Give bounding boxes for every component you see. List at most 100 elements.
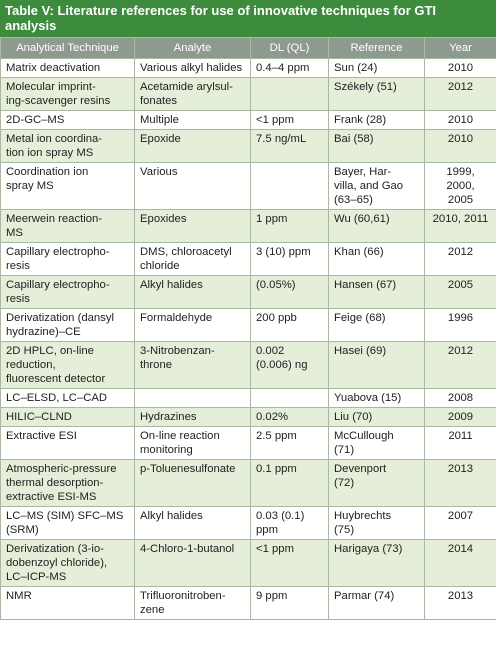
table-cell: Various bbox=[134, 162, 251, 210]
table-cell: Székely (51) bbox=[328, 77, 425, 111]
table-row: Atmospheric-pressure thermal desorption-… bbox=[0, 459, 496, 507]
table-cell: Hansen (67) bbox=[328, 275, 425, 309]
table-cell: 1 ppm bbox=[250, 209, 329, 243]
table-row: Matrix deactivation Various alkyl halides… bbox=[0, 58, 496, 78]
table-cell: Trifluoronitroben- zene bbox=[134, 586, 251, 620]
table-cell: 7.5 ng/mL bbox=[250, 129, 329, 163]
table-cell: Alkyl halides bbox=[134, 506, 251, 540]
table-cell: 2012 bbox=[424, 341, 496, 389]
table-cell: 2.5 ppm bbox=[250, 426, 329, 460]
table-row: Metal ion coordina- tion ion spray MS Epo… bbox=[0, 129, 496, 163]
table-cell bbox=[250, 388, 329, 408]
table-cell: Frank (28) bbox=[328, 110, 425, 130]
table-cell: Parmar (74) bbox=[328, 586, 425, 620]
table-cell: LC–ELSD, LC–CAD bbox=[0, 388, 135, 408]
table-cell: Bayer, Har- villa, and Gao (63–65) bbox=[328, 162, 425, 210]
table-row: Coordination ion spray MS Various Bayer, H… bbox=[0, 162, 496, 210]
table-cell: 0.002 (0.006) ng bbox=[250, 341, 329, 389]
table-cell: Derivatization (dansyl hydrazine)–CE bbox=[0, 308, 135, 342]
table-cell: 0.1 ppm bbox=[250, 459, 329, 507]
table-row: LC–MS (SIM) SFC–MS (SRM) Alkyl halides 0.0… bbox=[0, 506, 496, 540]
table-cell: Sun (24) bbox=[328, 58, 425, 78]
table-row: Extractive ESI On-line reaction monitorin… bbox=[0, 426, 496, 460]
table-cell: 2009 bbox=[424, 407, 496, 427]
table-row: NMR Trifluoronitroben- zene 9 ppm Parmar (7… bbox=[0, 586, 496, 620]
table-cell bbox=[250, 162, 329, 210]
table-cell: Matrix deactivation bbox=[0, 58, 135, 78]
table-cell: Acetamide arylsul- fonates bbox=[134, 77, 251, 111]
table-cell: LC–MS (SIM) SFC–MS (SRM) bbox=[0, 506, 135, 540]
table-cell: 2D HPLC, on-line reduction, fluorescent … bbox=[0, 341, 135, 389]
table-cell: Harigaya (73) bbox=[328, 539, 425, 587]
table-cell: Derivatization (3-io- dobenzoyl chloride… bbox=[0, 539, 135, 587]
table-row: 2D-GC–MS Multiple <1 ppm Frank (28) 2010 bbox=[0, 110, 496, 130]
table-cell: Various alkyl halides bbox=[134, 58, 251, 78]
table-cell: <1 ppm bbox=[250, 539, 329, 587]
table-row: Molecular imprint- ing-scavenger resins A… bbox=[0, 77, 496, 111]
table-cell: Atmospheric-pressure thermal desorption-… bbox=[0, 459, 135, 507]
table-cell: 2012 bbox=[424, 242, 496, 276]
table-cell: 2014 bbox=[424, 539, 496, 587]
table-cell: 200 ppb bbox=[250, 308, 329, 342]
table-cell: 2013 bbox=[424, 586, 496, 620]
table-row: Capillary electropho- resis Alkyl halides… bbox=[0, 275, 496, 309]
table-cell: 1996 bbox=[424, 308, 496, 342]
table-cell: HILIC–CLND bbox=[0, 407, 135, 427]
column-header: Year bbox=[424, 37, 496, 59]
table: Analytical Technique Analyte DL (QL) Refere… bbox=[0, 37, 496, 620]
table-cell: Coordination ion spray MS bbox=[0, 162, 135, 210]
table-cell: Bai (58) bbox=[328, 129, 425, 163]
table-cell: Metal ion coordina- tion ion spray MS bbox=[0, 129, 135, 163]
table-cell: Wu (60,61) bbox=[328, 209, 425, 243]
column-header: Analyte bbox=[134, 37, 251, 59]
table-cell: On-line reaction monitoring bbox=[134, 426, 251, 460]
table-cell: Meerwein reaction- MS bbox=[0, 209, 135, 243]
table-cell: Multiple bbox=[134, 110, 251, 130]
table-cell: 0.02% bbox=[250, 407, 329, 427]
table-cell: <1 ppm bbox=[250, 110, 329, 130]
table-cell: Hydrazines bbox=[134, 407, 251, 427]
table-cell bbox=[250, 77, 329, 111]
column-header: Analytical Technique bbox=[0, 37, 135, 59]
table-row: 2D HPLC, on-line reduction, fluorescent … bbox=[0, 341, 496, 389]
table-cell: 0.4–4 ppm bbox=[250, 58, 329, 78]
table-title: Table V: Literature references for use o… bbox=[0, 0, 496, 37]
table-cell: p-Toluenesulfonate bbox=[134, 459, 251, 507]
table-cell: Huybrechts (75) bbox=[328, 506, 425, 540]
column-header: DL (QL) bbox=[250, 37, 329, 59]
table-row: LC–ELSD, LC–CAD Yuabova (15) 2008 bbox=[0, 388, 496, 408]
table-cell: 2012 bbox=[424, 77, 496, 111]
table-cell: Capillary electropho- resis bbox=[0, 242, 135, 276]
table-cell: 2010 bbox=[424, 58, 496, 78]
table-cell: 2010 bbox=[424, 110, 496, 130]
table-cell: 4-Chloro-1-butanol bbox=[134, 539, 251, 587]
table-row: Capillary electropho- resis DMS, chloroac… bbox=[0, 242, 496, 276]
table-cell: Epoxides bbox=[134, 209, 251, 243]
table-cell: NMR bbox=[0, 586, 135, 620]
table-cell: (0.05%) bbox=[250, 275, 329, 309]
table-cell: 2010, 2011 bbox=[424, 209, 496, 243]
table-cell: Epoxide bbox=[134, 129, 251, 163]
table-cell: 2005 bbox=[424, 275, 496, 309]
table-cell: 2D-GC–MS bbox=[0, 110, 135, 130]
header-row: Analytical Technique Analyte DL (QL) Refere… bbox=[0, 37, 496, 59]
table-row: Derivatization (dansyl hydrazine)–CE Form… bbox=[0, 308, 496, 342]
table-cell: DMS, chloroacetyl chloride bbox=[134, 242, 251, 276]
table-cell: 2011 bbox=[424, 426, 496, 460]
column-header: Reference bbox=[328, 37, 425, 59]
table-cell: Feige (68) bbox=[328, 308, 425, 342]
table-cell: Yuabova (15) bbox=[328, 388, 425, 408]
table-cell: 0.03 (0.1) ppm bbox=[250, 506, 329, 540]
table-cell: Devenport (72) bbox=[328, 459, 425, 507]
table-cell: Liu (70) bbox=[328, 407, 425, 427]
table-cell: Extractive ESI bbox=[0, 426, 135, 460]
table-cell: Khan (66) bbox=[328, 242, 425, 276]
table-cell: Hasei (69) bbox=[328, 341, 425, 389]
table-row: HILIC–CLND Hydrazines 0.02% Liu (70) 2009 bbox=[0, 407, 496, 427]
table-cell: 2010 bbox=[424, 129, 496, 163]
table-body: Matrix deactivation Various alkyl halides… bbox=[0, 58, 496, 620]
table-cell: 2013 bbox=[424, 459, 496, 507]
table-row: Meerwein reaction- MS Epoxides 1 ppm Wu (60… bbox=[0, 209, 496, 243]
table-cell: 2007 bbox=[424, 506, 496, 540]
